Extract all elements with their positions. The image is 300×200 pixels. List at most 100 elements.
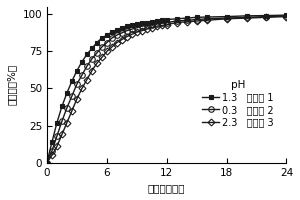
2.3   实施例 3 <box>145 28 148 30</box>
0.3   实施例 2 <box>100 46 104 48</box>
1.3   实施例 1 <box>105 34 109 36</box>
2.3   实施例 3 <box>140 29 144 32</box>
1.3   实施例 1 <box>265 14 268 17</box>
1.3   实施例 1 <box>75 70 79 72</box>
2.3   实施例 3 <box>95 62 99 64</box>
Y-axis label: 回收率（%）: 回收率（%） <box>7 64 17 105</box>
0.3   实施例 2 <box>120 32 124 34</box>
1.3   实施例 1 <box>285 14 288 16</box>
2.3   实施例 3 <box>55 145 59 148</box>
0.3   实施例 2 <box>85 65 89 67</box>
1.3   实施例 1 <box>185 17 188 19</box>
2.3   实施例 3 <box>160 24 164 27</box>
1.3   实施例 1 <box>100 37 104 39</box>
1.3   实施例 1 <box>175 18 178 20</box>
0.3   实施例 2 <box>185 19 188 21</box>
0.3   实施例 2 <box>75 83 79 85</box>
2.3   实施例 3 <box>205 19 208 21</box>
0.3   实施例 2 <box>205 18 208 20</box>
1.3   实施例 1 <box>65 92 69 94</box>
1.3   实施例 1 <box>70 80 74 82</box>
1.3   实施例 1 <box>195 16 198 19</box>
2.3   实施例 3 <box>120 38 124 41</box>
1.3   实施例 1 <box>225 15 228 18</box>
1.3   实施例 1 <box>110 31 114 33</box>
1.3   实施例 1 <box>120 27 124 29</box>
2.3   实施例 3 <box>45 161 49 164</box>
2.3   实施例 3 <box>185 21 188 23</box>
1.3   实施例 1 <box>130 24 134 26</box>
0.3   实施例 2 <box>155 23 158 25</box>
0.3   实施例 2 <box>165 21 169 24</box>
2.3   实施例 3 <box>85 78 89 81</box>
2.3   实施例 3 <box>90 70 94 72</box>
2.3   实施例 3 <box>50 154 54 156</box>
2.3   实施例 3 <box>265 16 268 19</box>
2.3   实施例 3 <box>225 18 228 20</box>
2.3   实施例 3 <box>150 27 154 29</box>
1.3   实施例 1 <box>50 141 54 143</box>
0.3   实施例 2 <box>45 161 49 164</box>
0.3   实施例 2 <box>50 150 54 152</box>
2.3   实施例 3 <box>125 35 129 38</box>
1.3   实施例 1 <box>165 18 169 21</box>
1.3   实施例 1 <box>125 25 129 27</box>
2.3   实施例 3 <box>75 98 79 100</box>
1.3   实施例 1 <box>245 15 248 17</box>
0.3   实施例 2 <box>145 24 148 27</box>
0.3   实施例 2 <box>90 58 94 60</box>
1.3   实施例 1 <box>205 16 208 18</box>
1.3   实施例 1 <box>150 21 154 23</box>
2.3   实施例 3 <box>175 21 178 24</box>
2.3   实施例 3 <box>130 33 134 36</box>
2.3   实施例 3 <box>80 87 84 90</box>
0.3   实施例 2 <box>150 24 154 26</box>
1.3   实施例 1 <box>155 20 158 22</box>
Legend: 1.3   实施例 1, 0.3   实施例 2, 2.3   实施例 3: 1.3 实施例 1, 0.3 实施例 2, 2.3 实施例 3 <box>199 77 277 130</box>
1.3   实施例 1 <box>45 161 49 164</box>
1.3   实施例 1 <box>90 47 94 50</box>
1.3   实施例 1 <box>60 105 64 107</box>
2.3   实施例 3 <box>105 50 109 53</box>
1.3   实施例 1 <box>95 41 99 44</box>
0.3   实施例 2 <box>160 22 164 24</box>
0.3   实施例 2 <box>140 25 144 27</box>
0.3   实施例 2 <box>115 34 119 36</box>
2.3   实施例 3 <box>195 20 198 22</box>
0.3   实施例 2 <box>65 107 69 109</box>
2.3   实施例 3 <box>115 41 119 44</box>
1.3   实施例 1 <box>140 22 144 24</box>
2.3   实施例 3 <box>65 121 69 124</box>
0.3   实施例 2 <box>55 135 59 137</box>
0.3   实施例 2 <box>130 28 134 30</box>
0.3   实施例 2 <box>105 41 109 44</box>
0.3   实施例 2 <box>225 17 228 19</box>
2.3   实施例 3 <box>285 15 288 18</box>
0.3   实施例 2 <box>70 95 74 97</box>
1.3   实施例 1 <box>135 23 139 25</box>
0.3   实施例 2 <box>245 16 248 19</box>
0.3   实施例 2 <box>135 27 139 29</box>
0.3   实施例 2 <box>110 37 114 39</box>
1.3   实施例 1 <box>85 53 89 56</box>
2.3   实施例 3 <box>100 56 104 59</box>
2.3   实施例 3 <box>60 133 64 136</box>
2.3   实施例 3 <box>135 31 139 33</box>
0.3   实施例 2 <box>175 20 178 22</box>
1.3   实施例 1 <box>160 19 164 21</box>
0.3   实施例 2 <box>285 15 288 17</box>
1.3   实施例 1 <box>80 61 84 63</box>
2.3   实施例 3 <box>165 24 169 26</box>
2.3   实施例 3 <box>70 110 74 112</box>
X-axis label: 时间（小时）: 时间（小时） <box>148 183 185 193</box>
0.3   实施例 2 <box>265 15 268 18</box>
0.3   实施例 2 <box>125 29 129 32</box>
0.3   实施例 2 <box>195 18 198 21</box>
2.3   实施例 3 <box>245 17 248 19</box>
Line: 2.3   实施例 3: 2.3 实施例 3 <box>45 14 289 165</box>
1.3   实施例 1 <box>115 29 119 31</box>
0.3   实施例 2 <box>80 74 84 76</box>
1.3   实施例 1 <box>145 21 148 24</box>
Line: 1.3   实施例 1: 1.3 实施例 1 <box>45 13 289 165</box>
1.3   实施例 1 <box>55 121 59 124</box>
